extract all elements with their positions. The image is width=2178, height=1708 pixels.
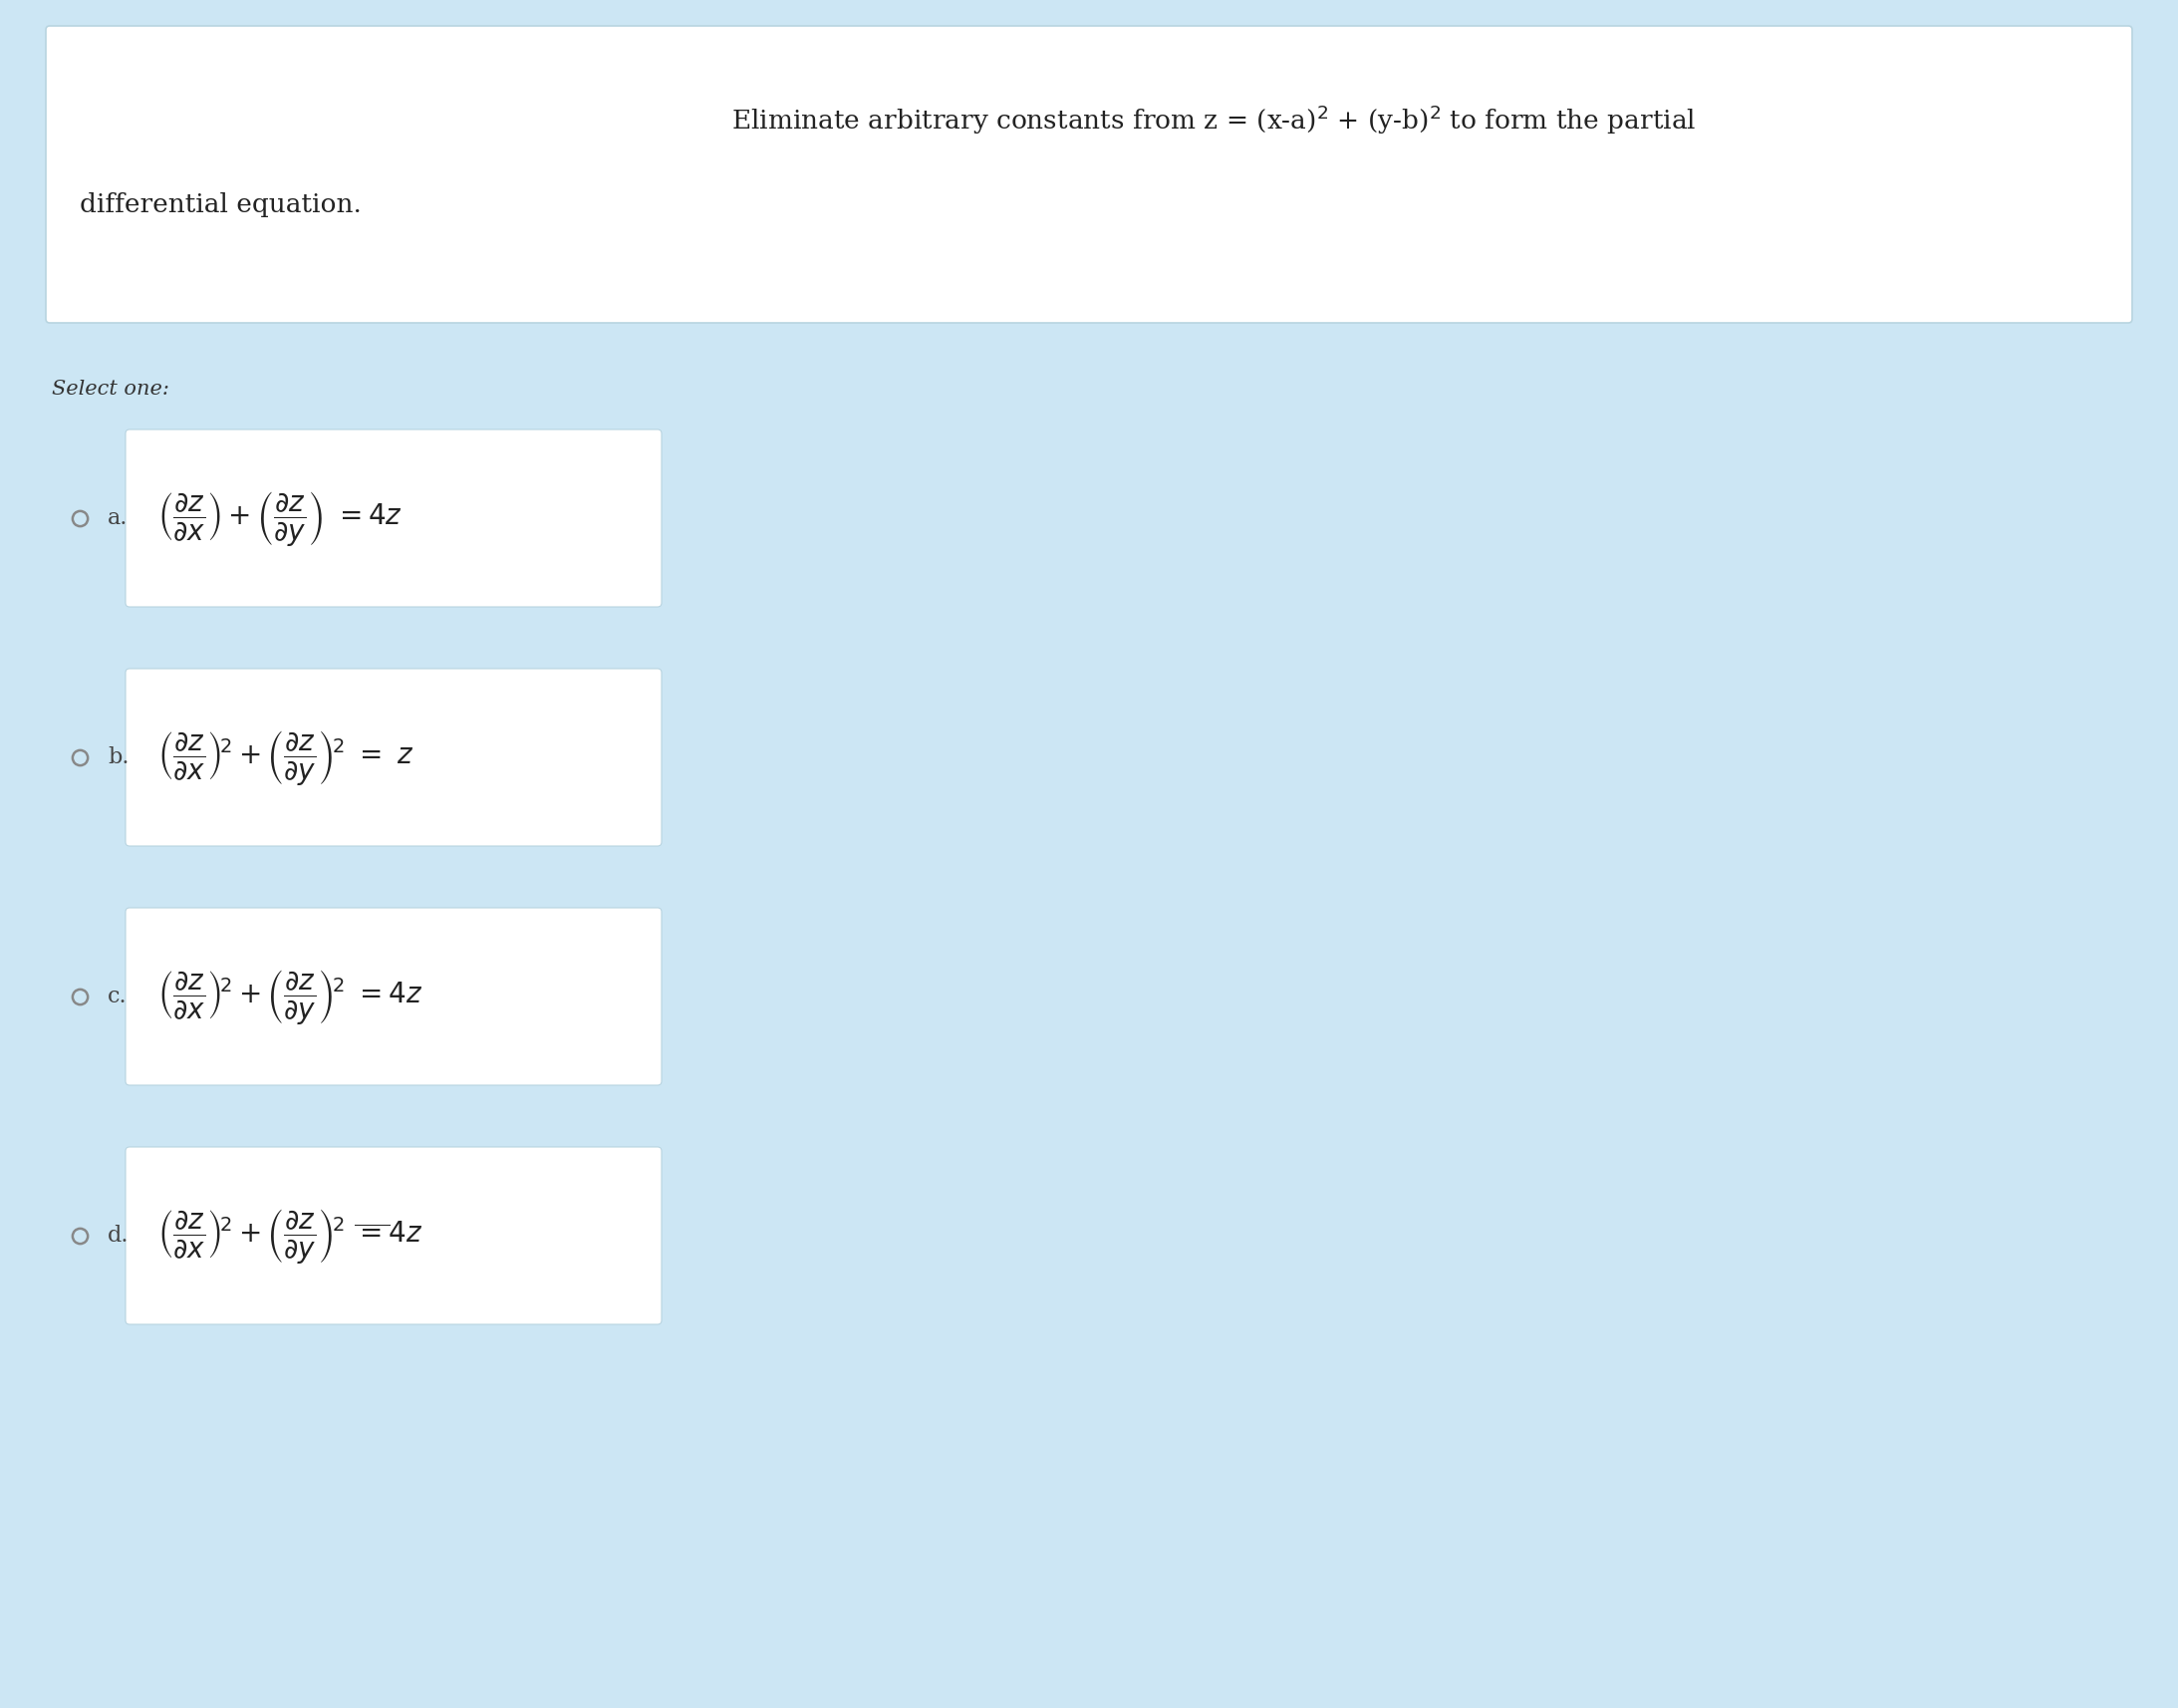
FancyBboxPatch shape [126, 429, 662, 606]
FancyBboxPatch shape [46, 26, 2132, 323]
Text: Select one:: Select one: [52, 379, 170, 398]
FancyBboxPatch shape [126, 668, 662, 845]
Text: $\left(\dfrac{\partial z}{\partial x}\right)^{\!2} + \left(\dfrac{\partial z}{\p: $\left(\dfrac{\partial z}{\partial x}\ri… [157, 1206, 423, 1266]
Text: differential equation.: differential equation. [81, 191, 362, 217]
Text: $\left(\dfrac{\partial z}{\partial x}\right)^{\!2} + \left(\dfrac{\partial z}{\p: $\left(\dfrac{\partial z}{\partial x}\ri… [157, 967, 423, 1027]
Text: d.: d. [107, 1225, 129, 1247]
Text: Eliminate arbitrary constants from z = (x-a)$^2$ + (y-b)$^2$ to form the partial: Eliminate arbitrary constants from z = (… [732, 102, 1697, 137]
Text: b.: b. [107, 746, 129, 769]
Text: c.: c. [107, 986, 126, 1008]
FancyBboxPatch shape [126, 1148, 662, 1324]
Text: a.: a. [107, 507, 129, 529]
Text: $\left(\dfrac{\partial z}{\partial x}\right) + \left(\dfrac{\partial z}{\partial: $\left(\dfrac{\partial z}{\partial x}\ri… [157, 488, 403, 548]
FancyBboxPatch shape [126, 909, 662, 1085]
Text: $\left(\dfrac{\partial z}{\partial x}\right)^{\!2} + \left(\dfrac{\partial z}{\p: $\left(\dfrac{\partial z}{\partial x}\ri… [157, 728, 414, 787]
